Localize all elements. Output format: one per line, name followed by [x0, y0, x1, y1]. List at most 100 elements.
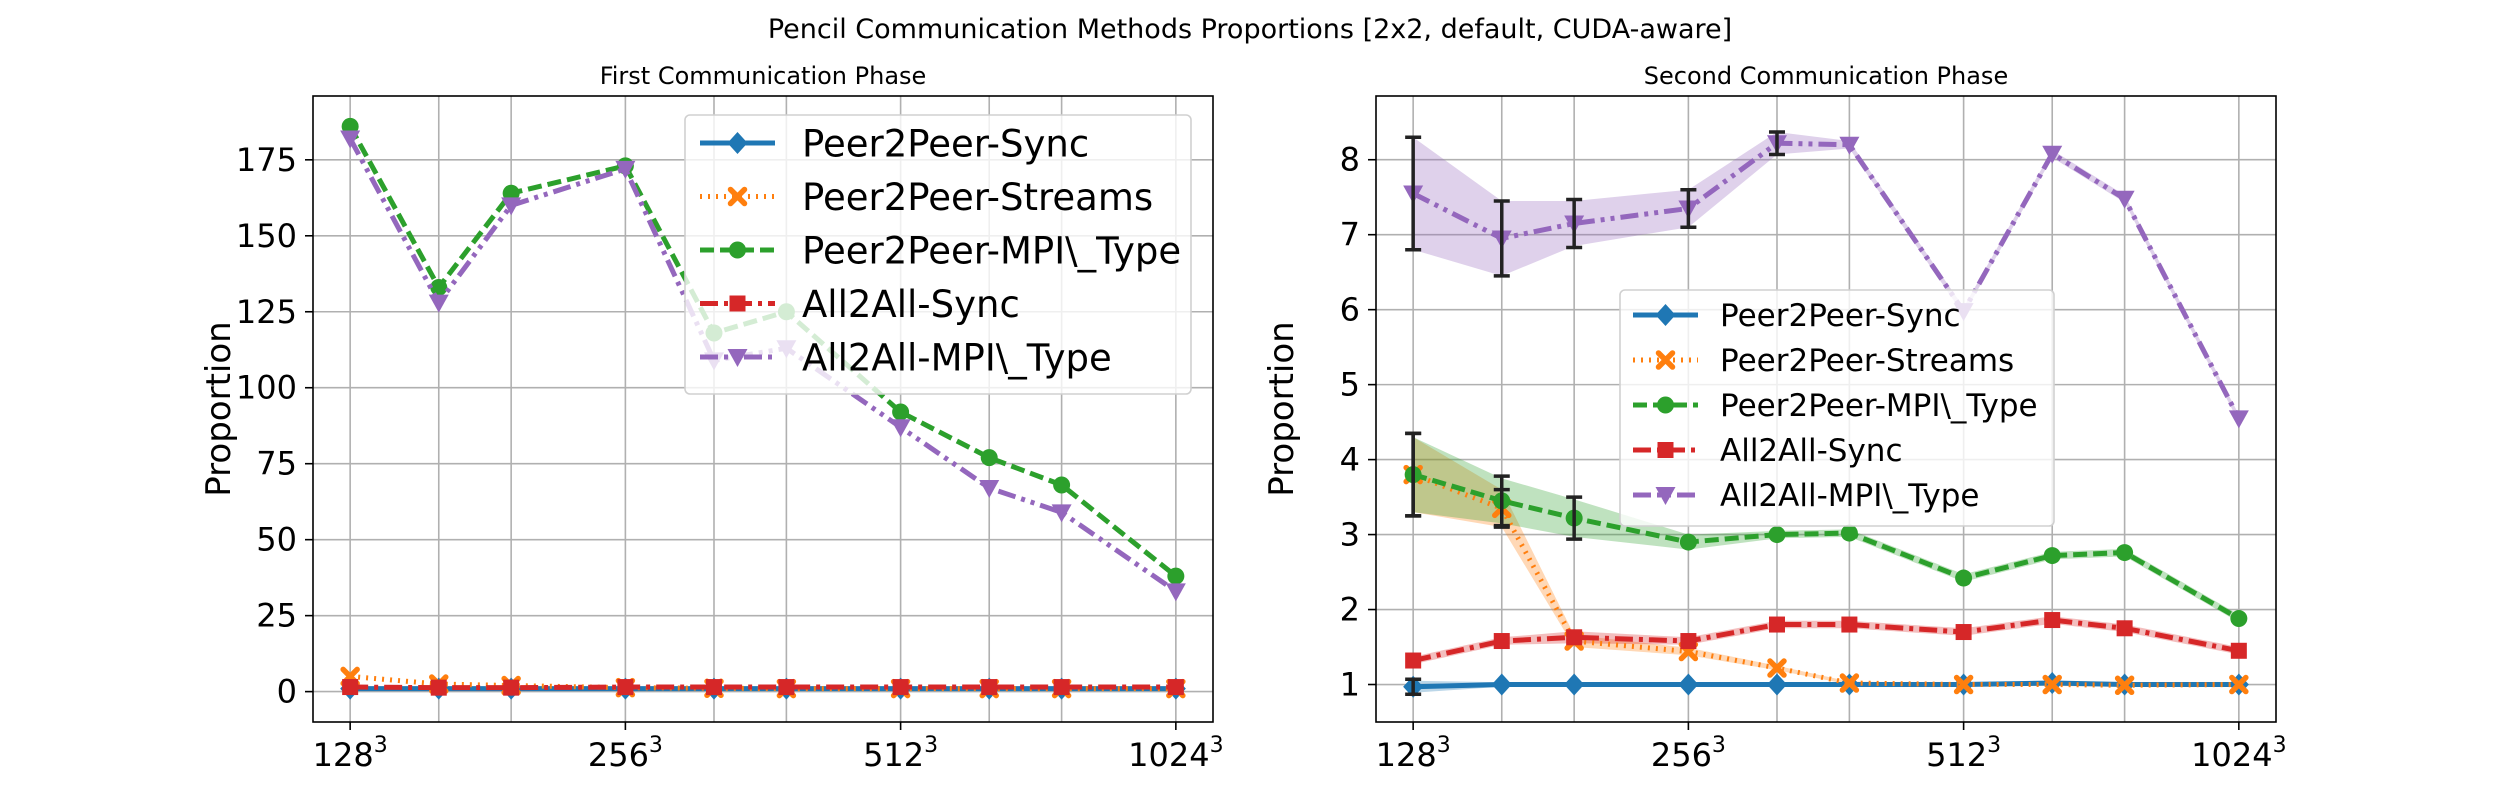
legend-marker: [1655, 350, 1676, 370]
data-point: [1566, 629, 1583, 646]
legend-label: All2All-Sync: [1720, 433, 1903, 469]
y-tick-label: 75: [256, 445, 297, 483]
data-point: [340, 130, 361, 149]
y-tick-label: 6: [1340, 291, 1360, 329]
legend-entry-all2all-mpi-type: All2All-MPI\_Type: [700, 336, 1112, 379]
data-point: [1841, 616, 1858, 633]
x-tick-label: 2563: [1651, 733, 1726, 774]
error-bar: [1405, 677, 1422, 697]
y-axis-label: Proportion: [199, 321, 239, 496]
panel-second-communication-phase: 1 2 3 4 5 6 7 8 1283 2563 5123 10243 Second Communic…: [1262, 62, 2287, 774]
figure-title: Pencil Communication Methods Proportions…: [768, 14, 1732, 45]
series-line-peer2peer-sync: [1413, 680, 2239, 690]
series-all2all-sync: [342, 679, 1184, 696]
series-line-peer2peer-mpi-type: [1412, 472, 2241, 621]
x-tick-label: 10243: [2191, 733, 2286, 774]
series-all2all-sync: [1405, 612, 2247, 669]
data-point: [1678, 673, 1699, 696]
data-point: [1167, 567, 1185, 585]
legend-entry-all2all-mpi-type: All2All-MPI\_Type: [1633, 478, 1980, 514]
x-tick-label: 1283: [1376, 733, 1451, 774]
legend-entry-peer2peer-mpi-type: Peer2Peer-MPI\_Type: [1633, 388, 2038, 424]
data-point: [778, 679, 795, 696]
series-line-all2all-sync: [1412, 617, 2240, 663]
data-point: [1768, 526, 1786, 544]
legend-entry-peer2peer-streams: Peer2Peer-Streams: [1633, 343, 2014, 379]
x-tick-label: 10243: [1128, 733, 1223, 774]
legend-entry-all2all-sync: All2All-Sync: [700, 283, 1020, 326]
error-bar: [1493, 199, 1510, 278]
axes-title: Second Communication Phase: [1644, 62, 2008, 90]
y-tick-label: 25: [256, 597, 297, 635]
data-point: [979, 480, 1000, 499]
data-point: [1679, 533, 1697, 551]
legend-label: Peer2Peer-MPI\_Type: [802, 229, 1181, 272]
legend-entry-peer2peer-sync: Peer2Peer-Sync: [1633, 298, 1961, 334]
legend-label: All2All-Sync: [802, 283, 1020, 326]
x-tick-label: 5123: [863, 733, 938, 774]
y-tick-label: 100: [236, 369, 297, 407]
y-tick-label: 8: [1340, 141, 1360, 179]
data-point: [1955, 624, 1972, 641]
series-line-all2all-sync: [350, 684, 1176, 691]
data-point: [2044, 612, 2061, 629]
legend-marker: [727, 186, 748, 207]
y-tick-label: 1: [1340, 666, 1360, 704]
legend-label: All2All-MPI\_Type: [802, 336, 1112, 379]
legend-marker: [1657, 442, 1674, 458]
data-point: [1491, 673, 1512, 696]
y-tick-label: 175: [236, 141, 297, 179]
series-peer2peer-mpi-type: [1404, 466, 2248, 628]
data-point: [890, 419, 911, 438]
legend-label: Peer2Peer-MPI\_Type: [1720, 388, 2038, 424]
confidence-band-all2all-mpi-type: [1413, 131, 2239, 423]
data-point: [1768, 616, 1785, 633]
data-point: [2043, 547, 2061, 565]
data-point: [2114, 675, 2135, 696]
data-point: [2230, 610, 2248, 628]
series-line-all2all-mpi-type: [1412, 140, 2242, 420]
y-tick-label: 7: [1340, 216, 1360, 254]
data-point: [1680, 633, 1697, 650]
data-point: [1840, 524, 1858, 542]
data-point: [503, 679, 520, 696]
y-tick-label: 150: [236, 217, 297, 255]
y-tick-label: 3: [1340, 516, 1360, 554]
data-point: [2116, 620, 2133, 637]
data-point: [1165, 583, 1186, 602]
y-tick-label: 4: [1340, 441, 1360, 479]
data-point: [2114, 190, 2135, 209]
panel-first-communication-phase: 0 25 50 75 100 125 150 175 1283 2563 5123 10243 Firs…: [199, 62, 1224, 774]
axes-frame: [312, 95, 1214, 723]
error-bar: [1405, 431, 1422, 518]
error-bar: [1768, 130, 1785, 157]
error-bar: [1493, 474, 1510, 528]
data-point: [892, 403, 910, 421]
data-point: [430, 679, 447, 696]
y-tick-label: 125: [236, 293, 297, 331]
data-point: [1953, 674, 1974, 695]
data-point: [2042, 145, 2063, 164]
legend-marker: [1655, 304, 1676, 326]
data-point: [2228, 410, 2249, 429]
legend-marker: [1657, 396, 1674, 414]
y-tick-label: 2: [1340, 591, 1360, 629]
legend: Peer2Peer-Sync Peer2Peer-Streams Peer2Peer…: [684, 114, 1192, 395]
data-point: [2229, 674, 2249, 695]
error-bar: [1405, 135, 1422, 252]
legend-label: All2All-MPI\_Type: [1720, 478, 1980, 514]
x-tick-label: 2563: [588, 733, 663, 774]
legend-marker: [729, 241, 746, 259]
data-point: [1493, 633, 1510, 650]
data-point: [342, 679, 359, 696]
data-point: [1839, 673, 1860, 693]
data-point: [1051, 504, 1072, 523]
data-point: [705, 679, 722, 696]
legend-entry-all2all-sync: All2All-Sync: [1633, 433, 1903, 469]
data-point: [2230, 642, 2247, 659]
x-tick-label: 5123: [1926, 733, 2001, 774]
data-point: [617, 679, 634, 696]
legend-entry-peer2peer-streams: Peer2Peer-Streams: [700, 176, 1153, 219]
